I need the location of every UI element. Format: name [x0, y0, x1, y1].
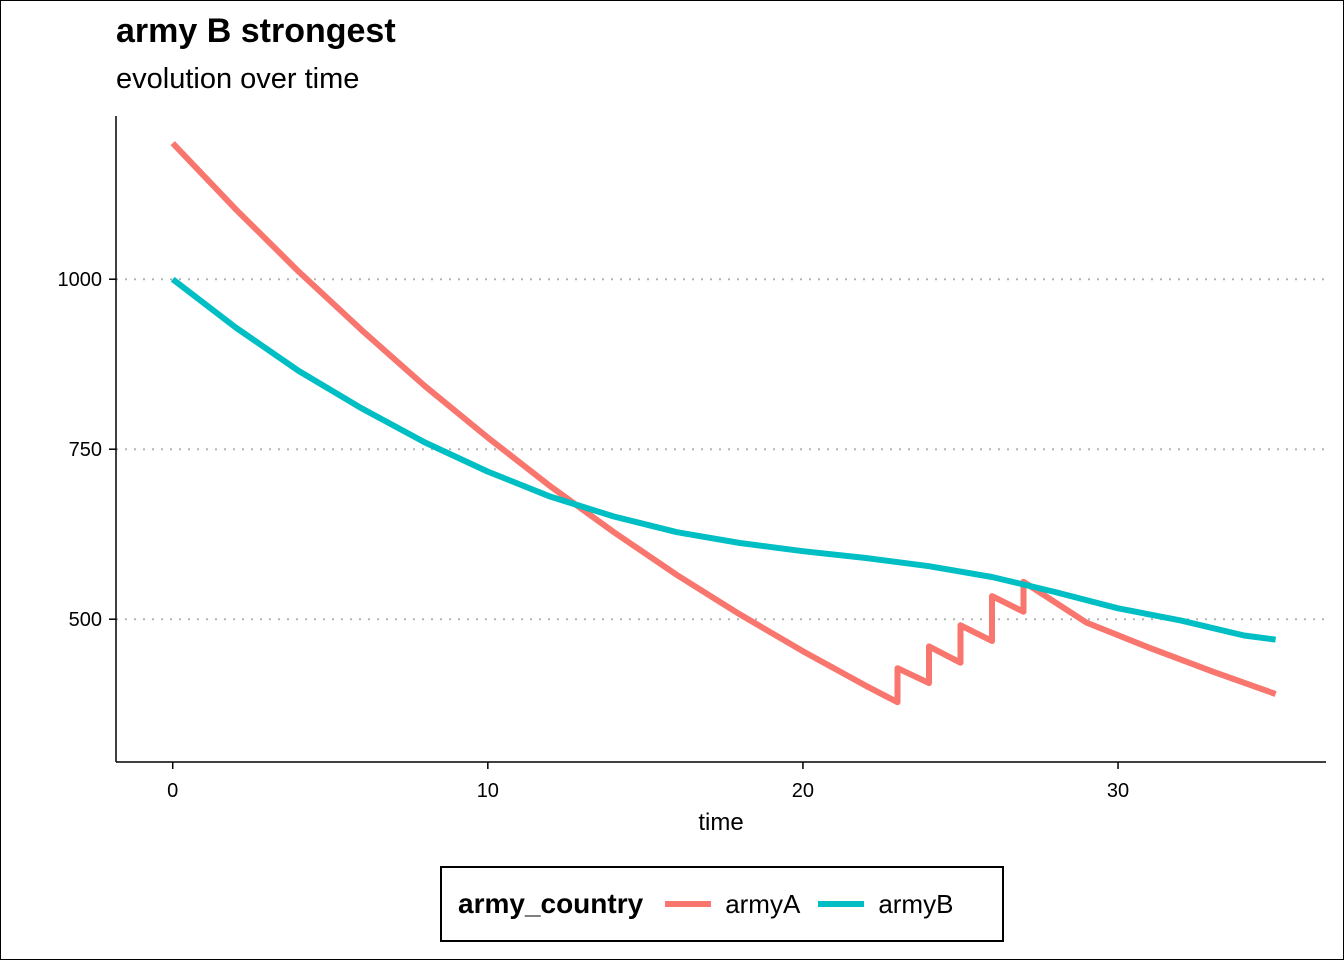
x-tick-label-0: 0 — [167, 780, 178, 802]
x-axis-ticks: 0 10 20 30 — [167, 762, 1129, 802]
legend-item-armyA: armyA — [665, 889, 800, 920]
legend-title: army_country — [458, 888, 644, 919]
x-tick-label-20: 20 — [792, 780, 814, 802]
legend: army_country armyA armyB — [440, 866, 1004, 942]
series-lines — [170, 141, 1277, 706]
series-line-armyB — [170, 276, 1276, 643]
legend-label-armyA: armyA — [725, 888, 801, 919]
x-tick-label-10: 10 — [477, 780, 499, 802]
x-tick-label-30: 30 — [1107, 780, 1129, 802]
y-tick-label-750: 750 — [69, 439, 102, 461]
series-line-armyA — [170, 141, 1277, 706]
legend-label-armyB: armyB — [878, 888, 954, 919]
legend-item-armyB: armyB — [818, 889, 953, 920]
y-axis-ticks: 500 750 1000 — [58, 269, 116, 631]
x-axis-label: time — [698, 809, 743, 836]
legend-swatch-armyB — [818, 901, 865, 907]
y-tick-label-1000: 1000 — [58, 269, 103, 291]
y-tick-label-500: 500 — [69, 609, 102, 631]
chart-title: army B strongest — [116, 12, 396, 50]
chart-subtitle: evolution over time — [116, 63, 360, 95]
legend-swatch-armyA — [665, 901, 712, 907]
gridlines — [116, 278, 1326, 621]
